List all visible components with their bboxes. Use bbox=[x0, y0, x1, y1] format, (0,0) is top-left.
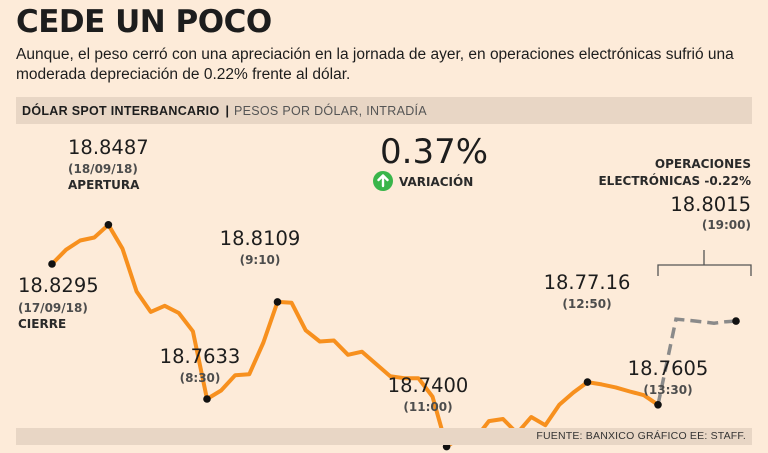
series-title: DÓLAR SPOT INTERBANCARIO bbox=[22, 103, 220, 118]
data-markers bbox=[48, 221, 740, 451]
electronic-bracket bbox=[657, 250, 752, 276]
up-arrow-glyph bbox=[377, 174, 389, 188]
point-time-label: (8:30) bbox=[180, 371, 221, 385]
point-value-label: 18.7400 bbox=[388, 374, 469, 397]
unit-label: PESOS POR DÓLAR, INTRADÍA bbox=[233, 103, 427, 118]
point-value-label: 18.7605 bbox=[628, 357, 709, 380]
intraday-line bbox=[50, 222, 660, 449]
electronic-label-line1: OPERACIONES bbox=[655, 157, 751, 171]
point-value-label: 18.7633 bbox=[160, 345, 241, 368]
data-point-marker bbox=[654, 401, 662, 409]
electronic-dashed-line bbox=[656, 317, 737, 406]
point-time-label: (9:10) bbox=[240, 253, 281, 267]
value-labels: 18.8295 (17/09/18) CIERRE 18.8487 (18/09/18)… bbox=[18, 136, 751, 414]
variation-label: VARIACIÓN bbox=[399, 174, 473, 189]
point-tag-label: CIERRE bbox=[18, 317, 66, 331]
source-footer: FUENTE: BANXICO GRÁFICO EE: STAFF. bbox=[16, 428, 752, 445]
point-value-label: 18.8015 bbox=[670, 193, 751, 216]
point-time-label: (18/09/18) bbox=[68, 162, 138, 176]
point-value-label: 18.77.16 bbox=[544, 271, 631, 294]
point-value-label: 18.8295 bbox=[18, 274, 99, 297]
electronic-label-line2: ELECTRÓNICAS -0.22% bbox=[598, 173, 751, 188]
variation-value: 0.37% bbox=[380, 132, 488, 172]
chart-subtitle: Aunque, el peso cerró con una apreciació… bbox=[16, 46, 734, 83]
point-tag-label: APERTURA bbox=[68, 178, 140, 192]
data-point-marker bbox=[203, 395, 211, 403]
data-point-marker bbox=[732, 317, 740, 325]
point-time-label: (17/09/18) bbox=[18, 301, 88, 315]
point-time-label: (13:30) bbox=[643, 383, 692, 397]
data-point-marker bbox=[104, 221, 113, 229]
point-value-label: 18.8109 bbox=[220, 227, 301, 250]
data-point-marker bbox=[48, 260, 56, 268]
point-time-label: (11:00) bbox=[403, 400, 452, 414]
data-point-marker bbox=[273, 298, 282, 306]
point-value-label: 18.8487 bbox=[68, 136, 149, 159]
data-point-marker bbox=[583, 378, 592, 386]
chart-header-bar: DÓLAR SPOT INTERBANCARIO | PESOS POR DÓL… bbox=[16, 97, 752, 124]
point-time-label: (19:00) bbox=[702, 218, 751, 232]
chart-title: CEDE UN POCO bbox=[16, 4, 272, 40]
header-separator: | bbox=[225, 103, 229, 118]
point-time-label: (12:50) bbox=[562, 297, 611, 311]
source-text: FUENTE: BANXICO GRÁFICO EE: STAFF. bbox=[536, 430, 746, 442]
